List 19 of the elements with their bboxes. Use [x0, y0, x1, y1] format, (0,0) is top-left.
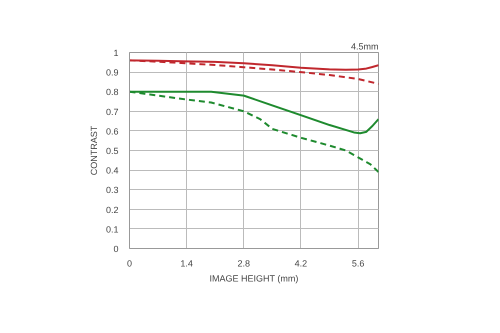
y-tick-label: 1	[113, 48, 119, 58]
y-axis-title: CONTRAST	[88, 125, 99, 176]
x-tick-label: 4.2	[294, 258, 308, 268]
y-tick-label: 0.7	[106, 106, 119, 117]
y-tick-label: 0.3	[106, 185, 119, 196]
y-tick-label: 0.9	[106, 68, 119, 78]
y-tick-label: 0.1	[106, 224, 119, 234]
x-tick-label: 2.8	[238, 258, 250, 268]
y-tick-label: 0.2	[106, 204, 119, 215]
x-tick-label: 1.4	[180, 258, 193, 268]
x-tick-label: 0	[126, 258, 132, 268]
y-tick-label: 0.6	[106, 126, 119, 136]
text: 4.5mm	[350, 42, 379, 52]
y-tick-label: 0.8	[106, 87, 119, 98]
x-tick-label: 5.6	[352, 258, 364, 268]
y-tick-label: 0.4	[106, 166, 119, 176]
y-tick-label: 0.5	[106, 146, 119, 156]
x-axis-title: IMAGE HEIGHT (mm)	[210, 274, 298, 284]
y-tick-label: 0	[113, 244, 119, 254]
